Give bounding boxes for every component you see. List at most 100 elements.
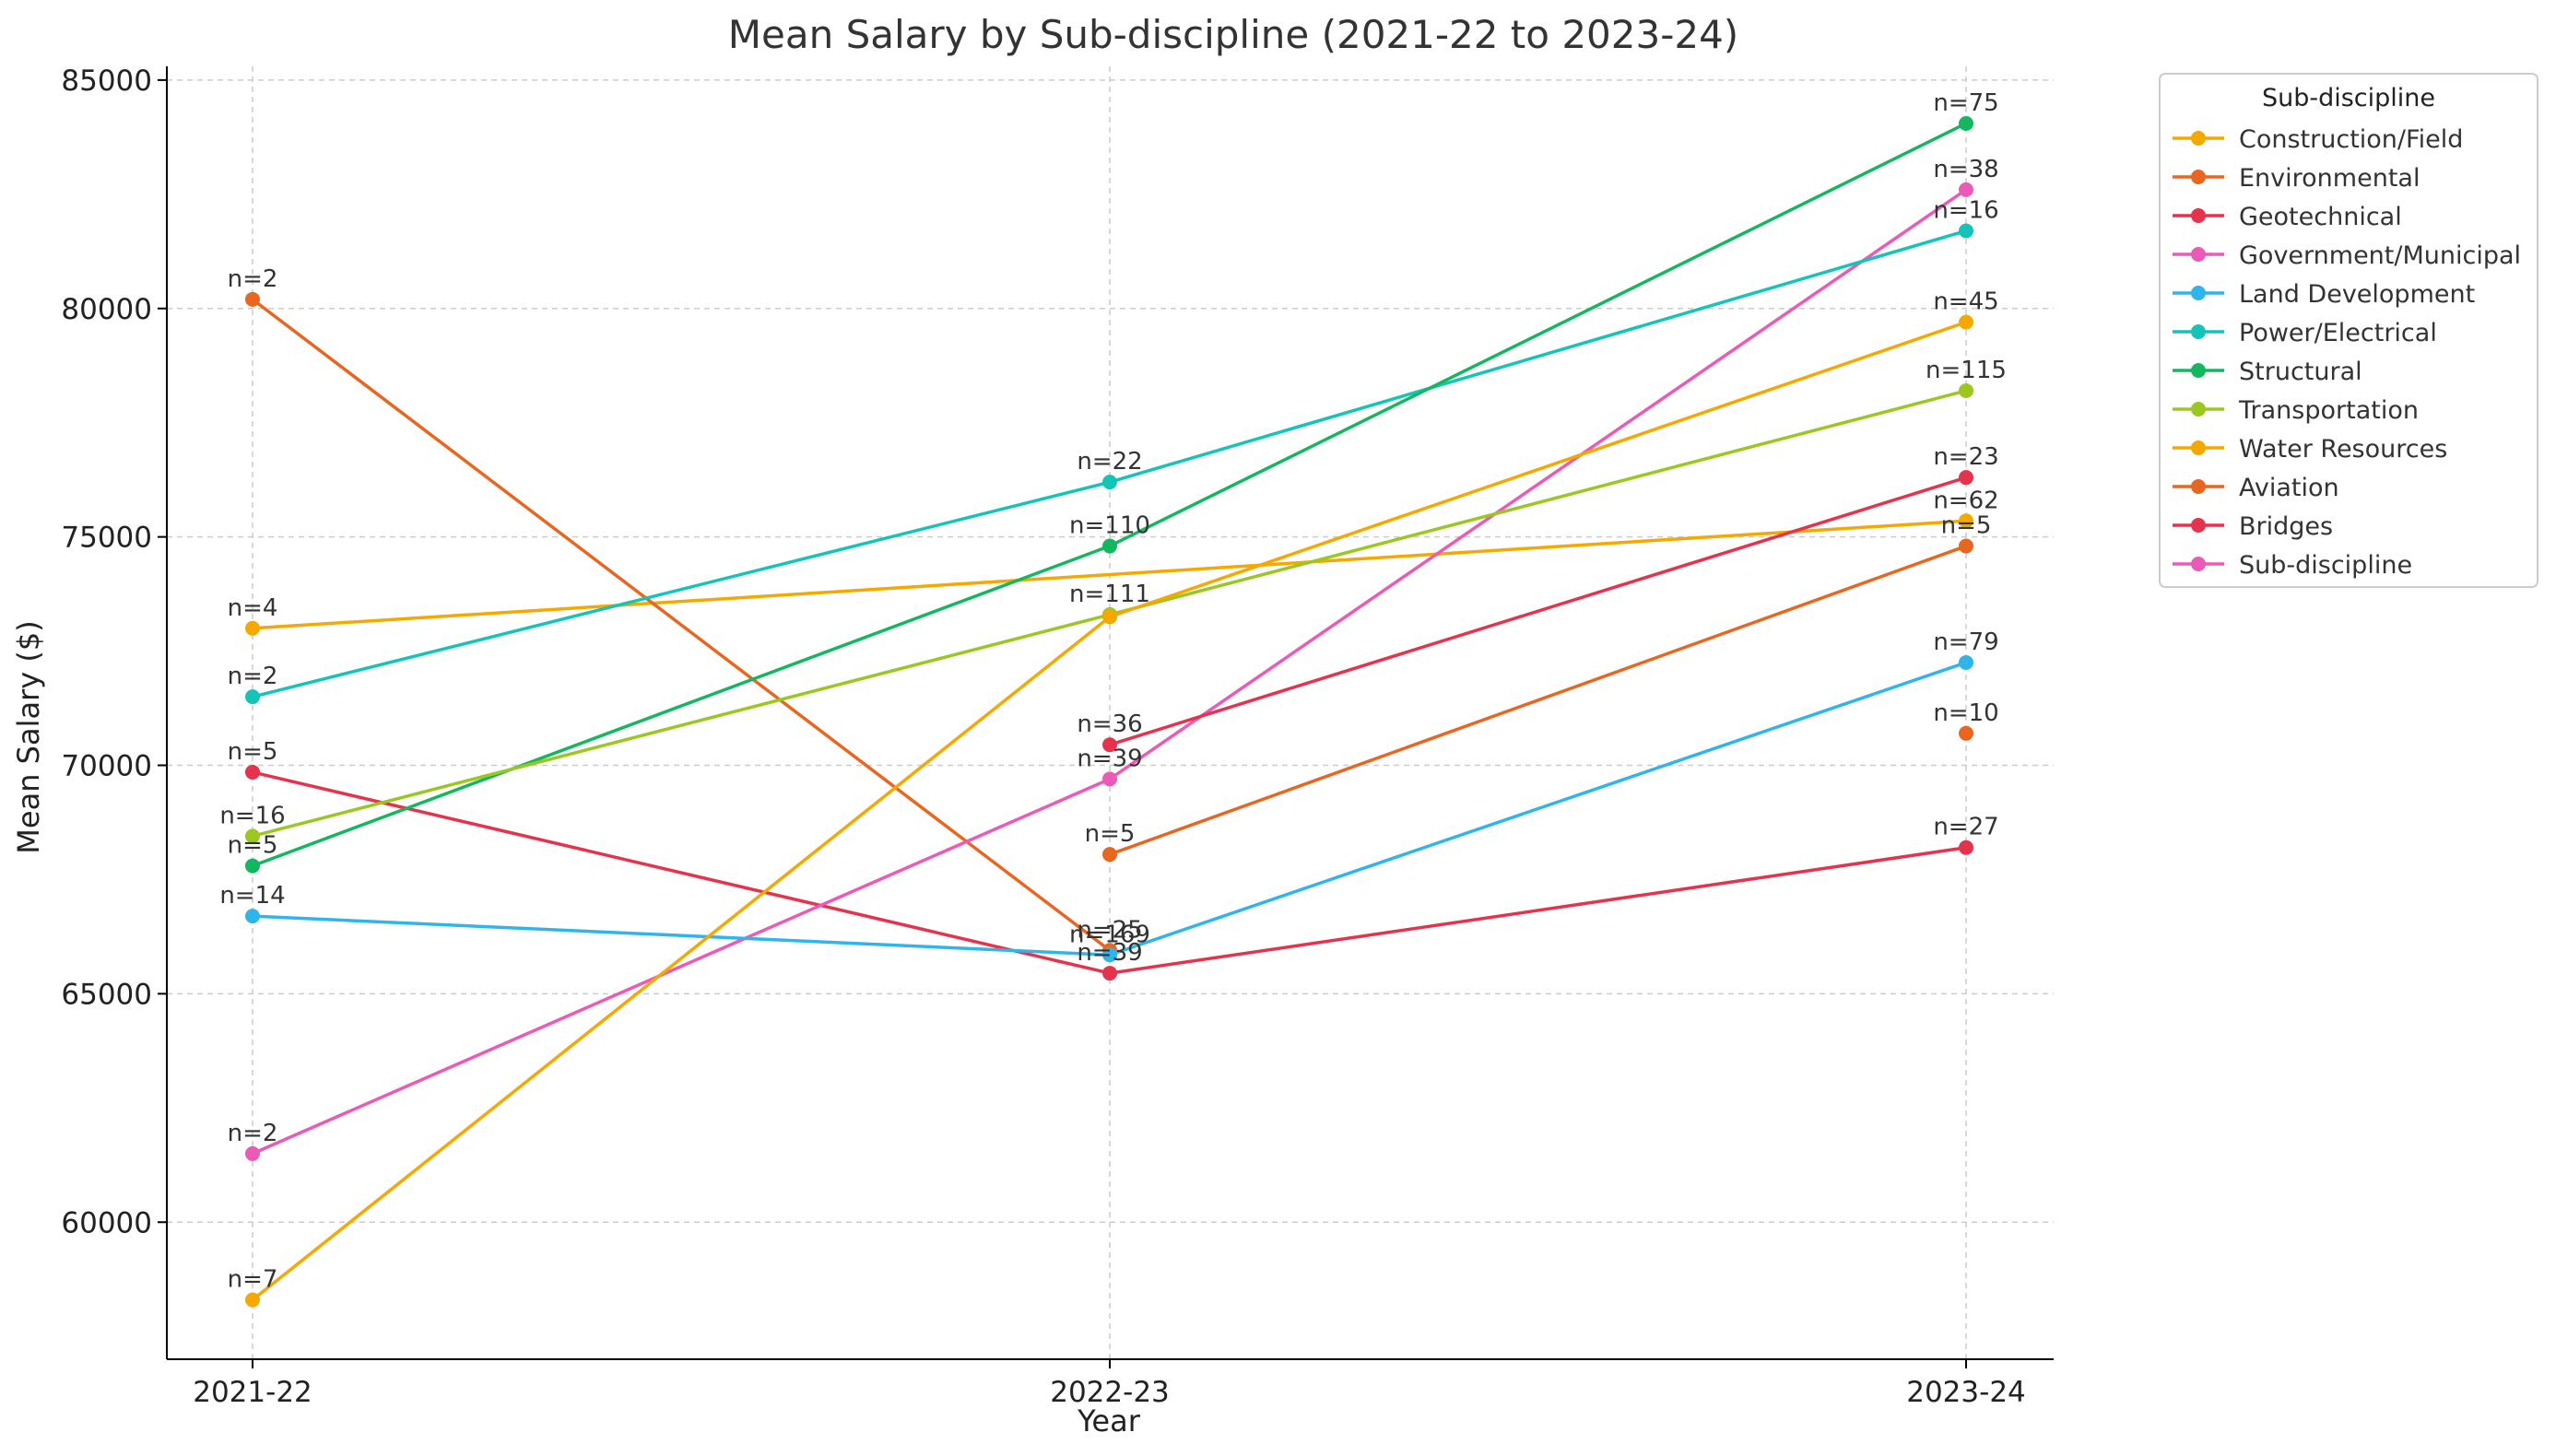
data-point xyxy=(1959,115,1973,131)
data-point xyxy=(245,291,260,307)
data-label: n=2 xyxy=(228,1120,278,1147)
data-label: n=23 xyxy=(1933,443,1998,471)
y-tick-label: 70000 xyxy=(61,750,152,783)
legend-item: Sub-discipline xyxy=(2173,551,2412,580)
legend-marker xyxy=(2191,324,2206,339)
data-point xyxy=(1959,223,1973,239)
legend-item: Environmental xyxy=(2173,164,2420,193)
legend-marker xyxy=(2191,479,2206,494)
data-label: n=22 xyxy=(1077,448,1142,476)
legend-marker xyxy=(2191,170,2206,184)
data-point xyxy=(1102,475,1117,490)
data-point xyxy=(1959,538,1973,554)
data-label: n=39 xyxy=(1077,745,1142,772)
data-point xyxy=(1959,470,1973,486)
data-label: n=39 xyxy=(1077,939,1142,967)
legend-marker xyxy=(2191,518,2206,533)
data-point xyxy=(245,1145,260,1161)
data-label: n=16 xyxy=(219,802,285,829)
legend-item: Power/Electrical xyxy=(2173,319,2437,347)
data-point xyxy=(1102,737,1117,753)
data-point xyxy=(1102,609,1117,625)
legend-marker xyxy=(2191,208,2206,223)
data-point xyxy=(245,1292,260,1308)
legend-label: Construction/Field xyxy=(2239,125,2463,154)
legend-label: Environmental xyxy=(2239,164,2420,193)
data-label: n=5 xyxy=(228,738,278,766)
series-line xyxy=(1109,544,1967,856)
data-label: n=79 xyxy=(1933,628,1998,656)
legend-label: Bridges xyxy=(2239,512,2333,541)
legend-title: Sub-discipline xyxy=(2262,84,2435,112)
data-point xyxy=(1959,314,1973,330)
legend-item: Construction/Field xyxy=(2173,125,2463,154)
data-point xyxy=(1959,725,1973,741)
data-label: n=38 xyxy=(1933,156,1998,183)
legend-label: Government/Municipal xyxy=(2239,241,2521,270)
legend-marker xyxy=(2191,131,2206,146)
legend-item: Water Resources xyxy=(2173,435,2447,464)
series-group xyxy=(245,115,1973,1308)
y-axis-label: Mean Salary ($) xyxy=(11,620,46,853)
x-tick-label: 2021-22 xyxy=(193,1376,312,1409)
y-tick-label: 65000 xyxy=(61,978,152,1011)
data-label: n=10 xyxy=(1933,699,1998,727)
data-point xyxy=(1959,513,1973,529)
axes: 60000 65000 70000 75000 80000 85000 2021-22 202… xyxy=(61,65,2054,1409)
series-construction-field xyxy=(245,513,1973,636)
data-label: n=2 xyxy=(228,663,278,690)
legend-item: Land Development xyxy=(2173,280,2475,309)
y-tick-label: 85000 xyxy=(61,65,152,98)
data-point xyxy=(1102,966,1117,981)
legend-marker xyxy=(2191,557,2206,571)
data-label: n=27 xyxy=(1933,814,1998,841)
data-point xyxy=(1959,182,1973,197)
legend-label: Structural xyxy=(2239,358,2362,386)
data-label: n=2 xyxy=(228,265,278,293)
y-tick-label: 60000 xyxy=(61,1206,152,1239)
legend-marker xyxy=(2191,402,2206,417)
series-geotechnical xyxy=(245,764,1973,981)
series-water-resources xyxy=(245,314,1973,1308)
data-point xyxy=(1959,840,1973,855)
legend-marker xyxy=(2191,440,2206,455)
legend-item: Bridges xyxy=(2173,512,2333,541)
data-point xyxy=(1102,771,1117,787)
data-label: n=169 xyxy=(1069,921,1150,948)
data-point xyxy=(245,909,260,924)
legend-label: Geotechnical xyxy=(2239,203,2402,231)
data-label: n=45 xyxy=(1933,288,1998,316)
data-point xyxy=(245,764,260,780)
legend-item: Government/Municipal xyxy=(2173,241,2521,270)
data-label: n=111 xyxy=(1069,581,1150,608)
legend: Sub-discipline Construction/Field Environm… xyxy=(2159,73,2538,588)
series-land-development xyxy=(245,654,1973,963)
data-label: n=36 xyxy=(1077,710,1142,738)
data-point xyxy=(1102,847,1117,863)
data-labels: n=4 n=62 n=2 n=25 n=5 n=39 n=27 n=2 n=39 n=38 n=14… xyxy=(219,89,2007,1294)
data-point xyxy=(1959,654,1973,670)
data-point xyxy=(1102,947,1117,963)
legend-item: Transportation xyxy=(2173,396,2419,425)
data-point xyxy=(245,689,260,705)
data-label: n=110 xyxy=(1069,512,1150,540)
series-aviation xyxy=(1102,538,1973,863)
data-label: n=115 xyxy=(1926,357,2007,384)
chart-title: Mean Salary by Sub-discipline (2021-22 t… xyxy=(728,12,1738,57)
data-point xyxy=(245,828,260,844)
legend-box xyxy=(2159,73,2538,588)
legend-marker xyxy=(2191,363,2206,378)
data-label: n=62 xyxy=(1933,487,1998,514)
series-government-municipal xyxy=(245,182,1973,1161)
data-point xyxy=(245,620,260,636)
y-tick-label: 75000 xyxy=(61,522,152,555)
x-tick-label: 2022-23 xyxy=(1050,1376,1170,1409)
legend-label: Transportation xyxy=(2238,396,2419,425)
series-bridges xyxy=(1102,470,1973,753)
data-label: n=16 xyxy=(1933,196,1998,224)
legend-marker xyxy=(2191,286,2206,300)
x-axis-label: Year xyxy=(1077,1403,1141,1438)
data-label: n=14 xyxy=(219,882,285,910)
